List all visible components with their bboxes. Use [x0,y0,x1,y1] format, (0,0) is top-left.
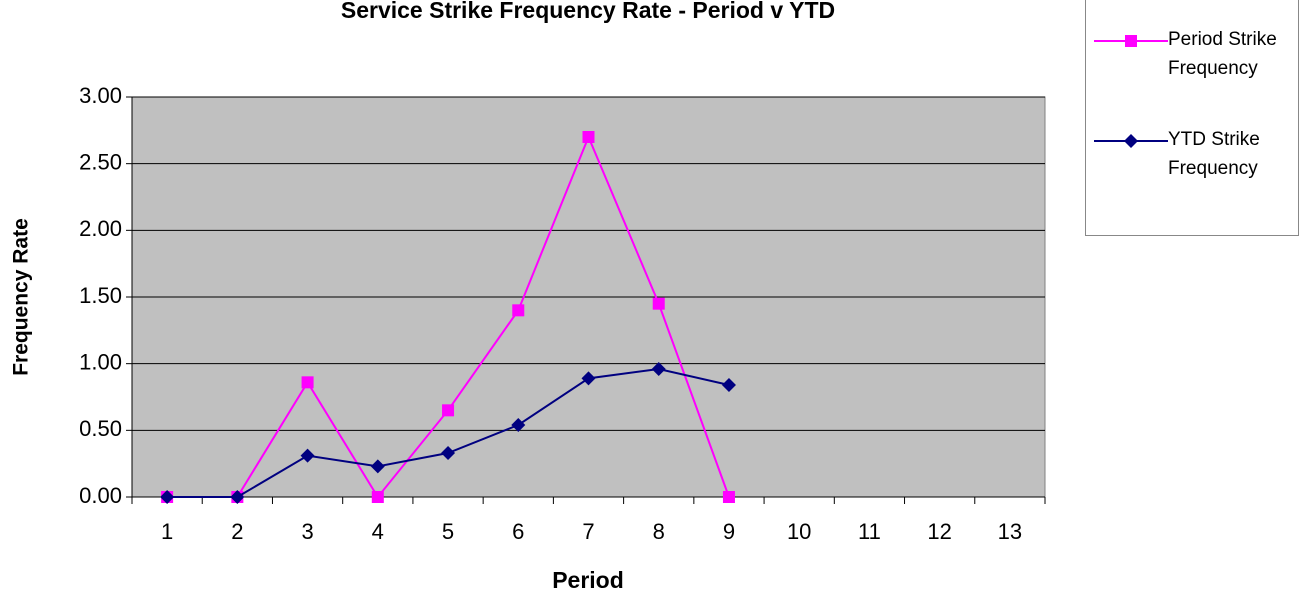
x-tick-label: 9 [723,519,735,544]
point-marker [721,378,736,392]
y-axis-label: Frequency Rate [10,218,33,376]
legend-label: Period Strike Frequency [1168,29,1277,79]
point-marker [300,448,315,463]
point-marker [582,131,595,143]
legend-label: YTD Strike Frequency [1168,129,1260,179]
point-marker [370,459,385,474]
y-tick-label: 2.50 [79,149,122,174]
y-tick-label: 0.50 [79,416,122,441]
legend-item: YTD Strike Frequency [1086,125,1300,195]
point-marker [301,376,314,389]
x-tick-label: 1 [161,519,173,544]
x-axis-label: Period [552,567,624,593]
chart-title: Service Strike Frequency Rate - Period v… [341,0,835,23]
point-marker [722,491,735,503]
legend-marker [1125,35,1137,47]
y-tick-label: 0.00 [79,483,122,508]
point-marker [371,491,384,503]
x-tick-label: 13 [998,519,1022,544]
point-marker [651,362,666,376]
x-tick-label: 3 [301,519,313,544]
point-marker [581,371,596,386]
x-tick-label: 7 [582,519,594,544]
x-tick-label: 12 [927,519,951,544]
point-marker [442,404,455,417]
x-tick-label: 11 [858,519,881,544]
legend-swatch [1094,134,1168,148]
x-tick-label: 5 [442,519,454,544]
legend: Period Strike Frequency YTD Strike Freque… [1085,0,1299,236]
x-tick-label: 8 [653,519,665,544]
x-tick-label: 6 [512,519,524,544]
x-tick-label: 2 [231,519,243,544]
y-tick-label: 1.50 [79,283,122,308]
point-marker [652,297,665,310]
point-marker [230,490,245,504]
x-tick-label: 10 [787,519,811,544]
legend-item: Period Strike Frequency [1086,25,1300,95]
point-marker [512,304,525,317]
point-marker [441,446,456,460]
y-tick-label: 2.00 [79,216,122,241]
y-tick-label: 3.00 [79,83,122,108]
x-tick-label: 4 [372,519,384,544]
point-marker [511,418,526,432]
y-tick-label: 1.00 [79,349,122,374]
point-marker [160,490,175,504]
legend-swatch [1094,35,1168,47]
legend-marker [1124,134,1138,148]
